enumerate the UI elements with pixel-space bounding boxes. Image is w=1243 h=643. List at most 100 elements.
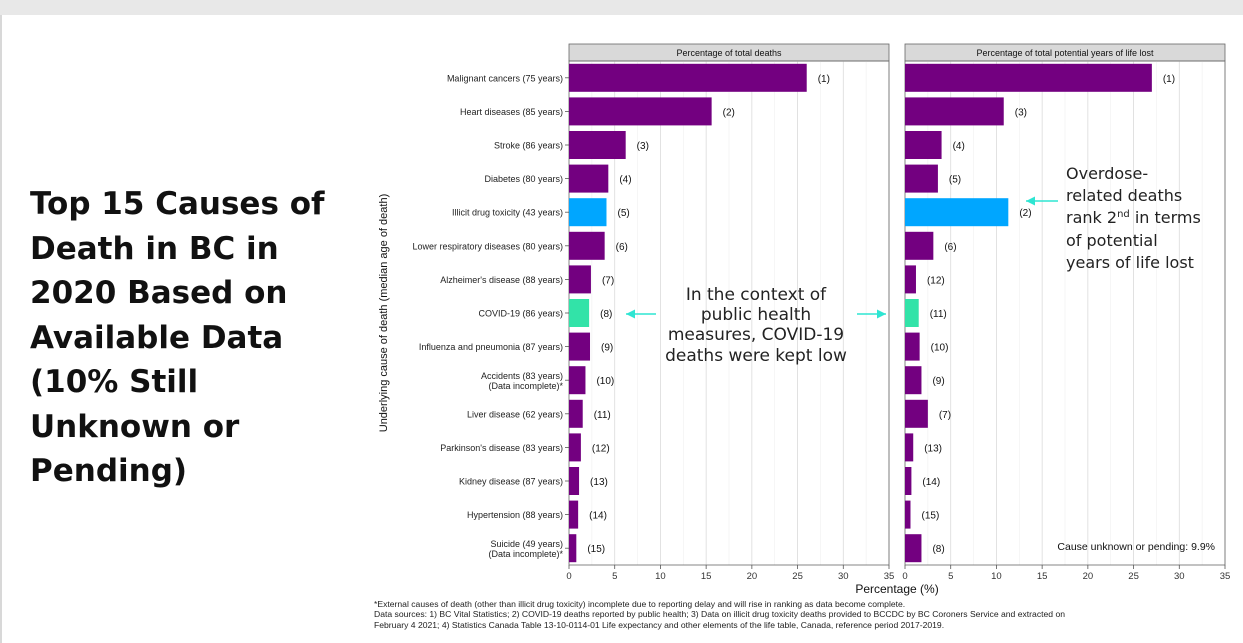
bar [569, 131, 626, 159]
chart: Percentage of total deaths (1) (2) (3) (4) (5… [378, 43, 1231, 596]
covid-annotation-line: In the context of [686, 285, 827, 305]
rank-label: (3) [637, 141, 649, 152]
bar [905, 399, 928, 428]
rank-label: (13) [590, 477, 608, 488]
category-label: Liver disease (62 years) [467, 409, 563, 419]
overdose-superscript: nd [1117, 209, 1130, 220]
rank-label: (13) [924, 443, 942, 454]
rank-label: (11) [930, 309, 947, 320]
overdose-annotation-line: years of life lost [1066, 253, 1194, 272]
bar [905, 534, 922, 563]
category-label: Hypertension (88 years) [467, 510, 563, 520]
bar [905, 63, 1152, 92]
rank-label: (7) [939, 410, 951, 421]
category-label: Parkinson's disease (83 years) [440, 443, 563, 453]
rank-label: (15) [921, 511, 939, 522]
unknown-cause-label: Cause unknown or pending: 9.9% [1057, 541, 1215, 553]
x-tick-label: 15 [701, 571, 712, 582]
footnote-line: February 4 2021; 4) Statistics Canada Ta… [374, 619, 945, 630]
bar [905, 198, 1009, 227]
panel-title: Percentage of total potential years of l… [976, 48, 1154, 58]
bar [905, 467, 912, 495]
x-tick-label: 25 [792, 571, 803, 582]
bar [569, 164, 609, 193]
category-label: Lower respiratory diseases (80 years) [412, 241, 563, 251]
bar [569, 299, 590, 327]
rank-label: (5) [949, 175, 961, 186]
bar [569, 332, 591, 361]
x-tick-label: 30 [838, 571, 849, 582]
rank-label: (1) [818, 74, 830, 85]
overdose-rank: rank 2 [1066, 208, 1117, 227]
x-tick-label: 20 [1083, 571, 1094, 582]
slide-edge [0, 15, 2, 643]
x-tick-label: 35 [1220, 571, 1231, 582]
rank-label: (6) [944, 242, 956, 253]
top-bar [0, 0, 1243, 15]
bar [905, 97, 1004, 126]
overdose-arrow-head [1026, 196, 1035, 206]
covid-annotation-line: measures, COVID-19 [668, 325, 844, 345]
rank-label: (7) [602, 275, 614, 286]
rank-label: (2) [723, 107, 735, 118]
y-axis-title: Underlying cause of death (median age of… [378, 194, 390, 433]
x-tick-label: 10 [655, 571, 666, 582]
category-label: Malignant cancers (75 years) [447, 73, 563, 83]
rank-label: (10) [931, 343, 949, 354]
bar [905, 366, 922, 395]
bar [569, 467, 580, 495]
bar [569, 63, 807, 92]
panel-title: Percentage of total deaths [676, 48, 782, 58]
covid-arrow-right-head [877, 309, 886, 319]
rank-label: (10) [596, 376, 614, 387]
covid-annotation-line: deaths were kept low [665, 346, 847, 366]
bar [905, 131, 942, 159]
category-label: Suicide (49 years) [490, 539, 563, 549]
bar [905, 265, 916, 294]
category-label: Accidents (83 years) [481, 371, 563, 381]
bar [905, 231, 934, 260]
rank-label: (14) [589, 511, 607, 522]
category-label: Stroke (86 years) [494, 141, 563, 151]
rank-label: (6) [616, 242, 628, 253]
category-label: Alzheimer's disease (88 years) [440, 275, 563, 285]
x-tick-label: 15 [1037, 571, 1048, 582]
rank-label: (5) [617, 208, 629, 219]
footnote-line: Data sources: 1) BC Vital Statistics; 2)… [374, 609, 1066, 620]
x-tick-label: 0 [902, 571, 907, 582]
rank-label: (9) [601, 343, 613, 354]
category-label: Influenza and pneumonia (87 years) [419, 342, 563, 352]
covid-arrow-left-head [626, 309, 635, 319]
rank-label: (12) [927, 275, 945, 286]
bar [569, 399, 583, 428]
rank-label: (4) [953, 141, 965, 152]
rank-label: (1) [1163, 74, 1175, 85]
overdose-annotation-line: rank 2nd in terms [1066, 208, 1201, 227]
category-label-note: (Data incomplete)* [488, 549, 563, 559]
bar [569, 433, 581, 462]
x-axis-title: Percentage (%) [855, 582, 938, 596]
rank-label: (14) [922, 477, 940, 488]
footnote: *External causes of death (other than il… [374, 599, 1240, 630]
category-label: Kidney disease (87 years) [459, 477, 563, 487]
rank-label: (12) [592, 443, 610, 454]
x-tick-label: 10 [991, 571, 1002, 582]
bar [569, 97, 712, 126]
rank-label: (3) [1015, 107, 1027, 118]
category-label: COVID-19 (86 years) [478, 309, 563, 319]
category-label-note: (Data incomplete)* [488, 381, 563, 391]
x-tick-label: 30 [1174, 571, 1185, 582]
bar [905, 332, 920, 361]
bar [569, 265, 591, 294]
x-tick-label: 5 [948, 571, 953, 582]
bar [569, 231, 605, 260]
bar [569, 366, 586, 395]
bar [569, 500, 579, 529]
rank-label: (11) [594, 410, 611, 421]
slide-title: Top 15 Causes of Death in BC in 2020 Bas… [30, 186, 325, 489]
bar [905, 164, 938, 193]
overdose-annotation-line: of potential [1066, 231, 1158, 250]
x-tick-label: 25 [1128, 571, 1139, 582]
x-tick-label: 20 [747, 571, 758, 582]
bar [569, 198, 607, 227]
